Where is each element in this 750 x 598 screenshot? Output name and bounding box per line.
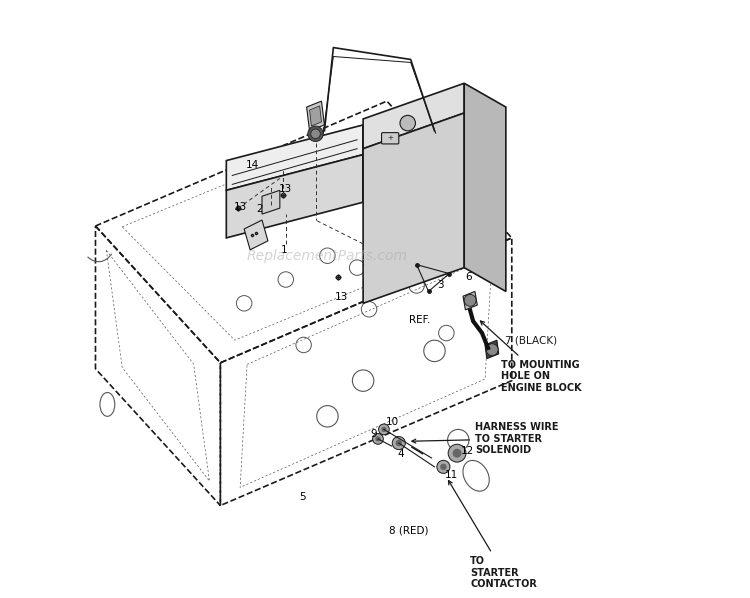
Circle shape — [375, 436, 381, 441]
Text: TO
STARTER
CONTACTOR: TO STARTER CONTACTOR — [448, 481, 537, 589]
Text: ReplacementParts.com: ReplacementParts.com — [247, 249, 408, 263]
Circle shape — [392, 437, 405, 450]
Polygon shape — [226, 125, 363, 190]
Polygon shape — [244, 220, 268, 250]
Polygon shape — [463, 291, 477, 310]
Circle shape — [381, 427, 386, 432]
Text: 8 (RED): 8 (RED) — [388, 526, 428, 535]
Text: 7 (BLACK): 7 (BLACK) — [505, 335, 556, 345]
Text: TO MOUNTING
HOLE ON
ENGINE BLOCK: TO MOUNTING HOLE ON ENGINE BLOCK — [481, 321, 582, 393]
Text: 11: 11 — [446, 469, 458, 480]
Text: HARNESS WIRE
TO STARTER
SOLENOID: HARNESS WIRE TO STARTER SOLENOID — [412, 422, 559, 456]
Text: 9: 9 — [370, 429, 377, 439]
Text: 12: 12 — [461, 446, 475, 456]
Polygon shape — [363, 83, 464, 149]
Polygon shape — [310, 106, 322, 126]
Text: 14: 14 — [245, 160, 259, 170]
FancyBboxPatch shape — [382, 133, 399, 144]
Polygon shape — [464, 83, 506, 291]
Text: 4: 4 — [397, 448, 404, 459]
Circle shape — [310, 129, 320, 139]
Circle shape — [308, 126, 323, 142]
Circle shape — [373, 434, 383, 444]
Text: 13: 13 — [334, 292, 348, 303]
Circle shape — [379, 424, 389, 435]
Polygon shape — [485, 340, 499, 359]
Text: 3: 3 — [437, 280, 444, 291]
Circle shape — [395, 440, 402, 446]
Text: 5: 5 — [299, 492, 306, 502]
Text: 13: 13 — [279, 184, 292, 194]
Text: 6: 6 — [465, 271, 472, 282]
Text: REF.: REF. — [409, 315, 430, 325]
Text: 10: 10 — [386, 417, 400, 427]
Circle shape — [448, 444, 466, 462]
Circle shape — [486, 344, 498, 356]
Text: 2: 2 — [256, 205, 262, 214]
Circle shape — [440, 463, 447, 470]
Circle shape — [464, 294, 476, 306]
Circle shape — [436, 460, 450, 474]
Text: 13: 13 — [233, 202, 247, 212]
Polygon shape — [307, 101, 325, 131]
Circle shape — [452, 448, 461, 457]
Circle shape — [400, 115, 416, 131]
Polygon shape — [262, 190, 280, 214]
Text: +: + — [387, 135, 393, 141]
Polygon shape — [363, 113, 464, 303]
Polygon shape — [226, 155, 363, 238]
Text: 1: 1 — [281, 245, 288, 255]
